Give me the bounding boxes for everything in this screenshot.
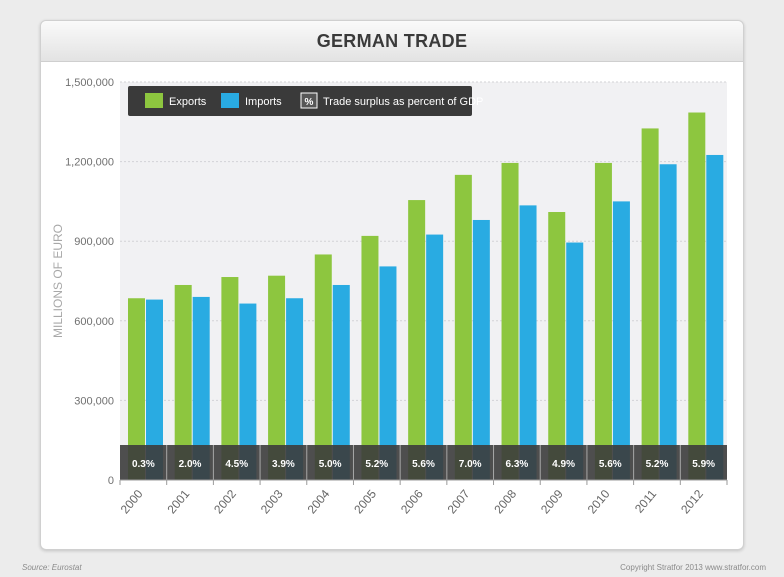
surplus-label: 5.2% [646, 459, 669, 470]
export-bar [641, 128, 659, 480]
export-bar [501, 162, 519, 480]
surplus-label: 5.9% [692, 459, 715, 470]
export-bar [128, 298, 145, 480]
x-tick-label: 2002 [211, 487, 239, 517]
import-bar [192, 296, 210, 480]
x-tick-label: 2008 [491, 487, 519, 517]
legend-label-exports: Exports [169, 96, 207, 108]
import-bar [612, 201, 630, 480]
x-tick-label: 2006 [398, 487, 426, 517]
import-bar [472, 219, 490, 480]
chart-title: GERMAN TRADE [316, 31, 468, 51]
surplus-label: 4.9% [552, 459, 575, 470]
export-bar [548, 212, 566, 480]
legend-swatch-imports [221, 93, 239, 108]
x-tick-label: 2000 [118, 487, 146, 517]
y-tick-label: 900,000 [74, 236, 114, 248]
surplus-label: 6.3% [505, 459, 528, 470]
legend-label-surplus: Trade surplus as percent of GDP [323, 96, 483, 108]
export-bar [688, 112, 706, 480]
import-bar [379, 266, 397, 480]
export-bar [594, 162, 612, 480]
x-tick-label: 2001 [164, 487, 192, 517]
x-tick-label: 2005 [351, 487, 379, 517]
copyright-note: Copyright Stratfor 2013 www.stratfor.com [620, 563, 766, 572]
export-bar [361, 235, 379, 480]
x-tick-label: 2004 [305, 487, 333, 517]
export-bar [268, 275, 286, 480]
surplus-label: 0.3% [132, 459, 155, 470]
source-note: Source: Eurostat [22, 563, 82, 572]
y-tick-label: 1,500,000 [65, 77, 114, 89]
legend-label-imports: Imports [245, 96, 282, 108]
y-tick-label: 0 [108, 475, 114, 487]
surplus-label: 5.2% [365, 459, 388, 470]
import-bar [426, 234, 444, 480]
export-bar [454, 174, 472, 480]
import-bar [519, 205, 537, 480]
legend-box [128, 86, 472, 116]
y-axis-title: MILLIONS OF EURO [51, 224, 65, 338]
x-tick-label: 2011 [632, 487, 660, 516]
import-bar [706, 154, 724, 480]
surplus-label: 5.0% [319, 459, 342, 470]
x-tick-label: 2012 [678, 487, 706, 517]
import-bar [146, 299, 163, 480]
import-bar [332, 284, 350, 480]
surplus-band [120, 445, 727, 480]
x-tick-label: 2003 [258, 487, 286, 517]
export-bar [314, 254, 332, 480]
import-bar [659, 164, 677, 480]
surplus-label: 5.6% [599, 459, 622, 470]
x-tick-label: 2007 [445, 487, 473, 517]
export-bar [408, 200, 426, 480]
x-tick-label: 2009 [538, 487, 566, 517]
import-bar [566, 242, 584, 480]
percent-icon [300, 92, 318, 109]
y-tick-label: 1,200,000 [65, 157, 114, 169]
export-bar [221, 277, 239, 480]
surplus-label: 5.6% [412, 459, 435, 470]
legend: Exports Imports% Trade surplus as percent … [128, 86, 483, 116]
import-bar [239, 303, 257, 480]
legend-swatch-exports [145, 93, 163, 108]
percent-icon-glyph: % [305, 97, 314, 108]
export-bar [174, 284, 192, 480]
y-tick-label: 600,000 [74, 316, 114, 328]
surplus-label: 7.0% [459, 459, 482, 470]
y-tick-label: 300,000 [74, 395, 114, 407]
surplus-label: 3.9% [272, 459, 295, 470]
import-bar [286, 298, 304, 480]
surplus-label: 2.0% [179, 459, 202, 470]
surplus-label: 4.5% [225, 459, 248, 470]
title-bar: GERMAN TRADE [41, 21, 743, 62]
x-tick-label: 2010 [585, 487, 613, 517]
